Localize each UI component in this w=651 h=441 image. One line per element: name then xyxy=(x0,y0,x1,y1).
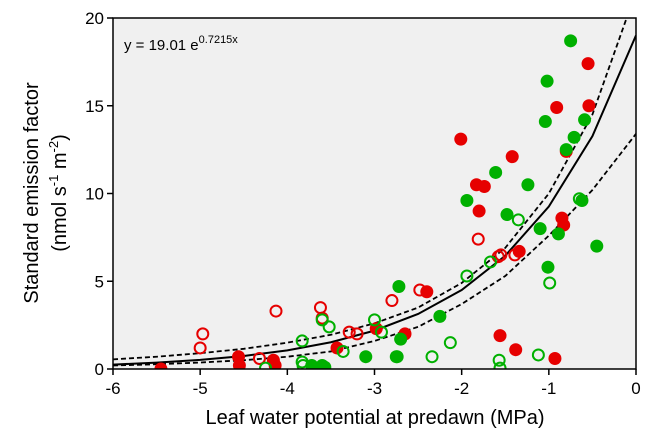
x-tick-label: -3 xyxy=(367,379,382,398)
y-axis-label-sup: -1 xyxy=(46,175,61,187)
data-point xyxy=(531,348,545,362)
plot-area: -6 -5 -4 -3 -2 -1 0 0 5 10 15 20 xyxy=(85,9,641,398)
x-tick-label: -6 xyxy=(105,379,120,398)
data-point xyxy=(385,294,399,308)
y-tick-label: 20 xyxy=(85,9,104,28)
data-point xyxy=(489,165,503,179)
data-point xyxy=(413,283,427,297)
data-point xyxy=(521,178,535,192)
y-axis-label-line: Standard emission factor xyxy=(21,82,43,304)
data-point xyxy=(232,358,246,369)
data-point xyxy=(578,113,592,127)
data-point xyxy=(336,344,350,358)
y-axis-label-text: ) xyxy=(49,134,71,141)
data-point xyxy=(581,57,595,71)
data-point xyxy=(315,313,329,327)
data-point xyxy=(394,332,408,346)
data-point xyxy=(350,327,364,341)
data-point xyxy=(567,130,581,144)
data-point xyxy=(559,143,573,157)
data-point xyxy=(541,260,555,274)
data-point xyxy=(318,360,332,369)
data-point xyxy=(508,248,522,262)
y-tick-label: 10 xyxy=(85,185,104,204)
equation: y = 19.01 e0.7215x xyxy=(124,34,238,54)
data-point xyxy=(564,34,578,48)
data-point xyxy=(550,101,564,115)
data-point xyxy=(509,343,523,357)
data-point xyxy=(551,227,565,241)
data-point xyxy=(359,350,373,364)
data-point xyxy=(590,239,604,253)
data-point xyxy=(511,213,525,227)
data-point xyxy=(493,361,507,369)
data-point xyxy=(454,132,468,146)
data-point xyxy=(471,232,485,246)
data-point xyxy=(492,353,506,367)
data-point xyxy=(368,313,381,327)
data-point xyxy=(505,150,519,164)
data-point xyxy=(538,115,552,129)
y-axis-label: Standard emission factor (nmol s-1 m-2) xyxy=(21,82,71,304)
data-point xyxy=(154,362,168,369)
y-axis-label-text: (nmol s xyxy=(49,186,71,252)
data-point xyxy=(330,341,344,355)
y-axis-label-text: m xyxy=(49,152,71,174)
data-point xyxy=(342,325,356,339)
data-point xyxy=(443,336,457,350)
equation-text: y = 19.01 e xyxy=(124,37,199,54)
data-point xyxy=(390,350,404,364)
x-tick-label: -2 xyxy=(454,379,469,398)
data-point xyxy=(420,285,434,299)
y-tick-label: 0 xyxy=(95,360,104,379)
y-tick-label: 5 xyxy=(95,272,104,291)
x-tick-label: -1 xyxy=(541,379,556,398)
data-point xyxy=(477,179,491,193)
data-point xyxy=(295,355,309,369)
data-point xyxy=(269,304,283,318)
x-tick-label: -4 xyxy=(280,379,295,398)
data-point xyxy=(295,334,309,348)
x-tick-label: 0 xyxy=(631,379,640,398)
data-point xyxy=(259,361,273,369)
data-point xyxy=(575,194,589,208)
data-point xyxy=(540,74,554,88)
data-point xyxy=(460,194,474,208)
data-point xyxy=(193,341,207,355)
y-axis-label-sup: -2 xyxy=(46,141,61,153)
data-point xyxy=(543,276,557,290)
y-tick-label: 15 xyxy=(85,97,104,116)
data-point xyxy=(322,320,336,334)
data-point xyxy=(472,204,486,218)
data-point xyxy=(460,269,474,283)
data-point xyxy=(425,350,439,364)
equation-exponent: 0.7215x xyxy=(199,34,239,46)
data-point xyxy=(252,351,266,365)
x-tick-label: -5 xyxy=(193,379,208,398)
data-point xyxy=(392,280,406,294)
data-point xyxy=(582,99,596,113)
data-point xyxy=(433,309,447,323)
data-point xyxy=(572,192,586,206)
plot-frame xyxy=(112,17,637,370)
data-point xyxy=(374,325,388,339)
y-axis-label-line: (nmol s-1 m-2) xyxy=(46,134,71,252)
data-point xyxy=(533,222,547,236)
data-point xyxy=(268,358,282,369)
data-point xyxy=(493,329,507,343)
x-axis-label: Leaf water potential at predawn (MPa) xyxy=(205,407,544,429)
data-point xyxy=(500,208,514,222)
data-point xyxy=(548,351,562,365)
data-point xyxy=(483,255,497,269)
data-point xyxy=(196,327,210,341)
